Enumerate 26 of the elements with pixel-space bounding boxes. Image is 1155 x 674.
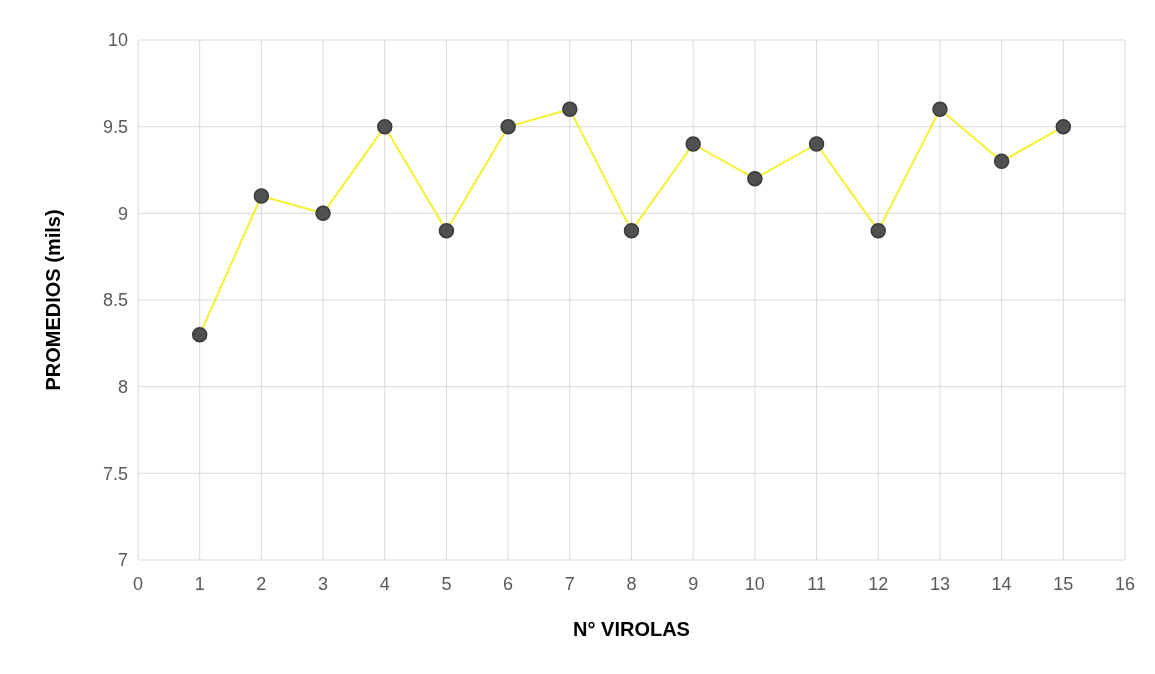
- y-tick-label: 7: [117, 550, 128, 571]
- x-tick-label: 1: [194, 574, 205, 594]
- x-tick-label: 10: [744, 574, 765, 594]
- x-axis-title: N° VIROLAS: [573, 618, 690, 640]
- y-tick-label: 10: [107, 30, 128, 51]
- x-tick-label: 15: [1053, 574, 1074, 594]
- x-tick-label: 12: [868, 574, 889, 594]
- y-tick-label: 8: [117, 376, 128, 397]
- y-tick-label: 9.5: [102, 116, 128, 137]
- x-tick-label: 11: [807, 574, 826, 594]
- x-tick-label: 5: [441, 574, 452, 594]
- x-tick-label: 16: [1114, 574, 1136, 594]
- x-tick-label: 3: [318, 574, 329, 594]
- x-tick-label: 0: [132, 574, 144, 594]
- y-axis-title: PROMEDIOS (mils): [42, 209, 64, 391]
- y-tick-label: 8.5: [102, 290, 128, 311]
- x-tick-label: 7: [564, 574, 575, 594]
- y-tick-label: 7.5: [102, 463, 128, 484]
- x-tick-label: 2: [256, 574, 267, 594]
- x-tick-label: 9: [688, 574, 699, 594]
- x-tick-label: 13: [929, 574, 950, 594]
- x-tick-label: 14: [991, 574, 1012, 594]
- x-tick-label: 6: [503, 574, 514, 594]
- x-tick-label: 4: [379, 574, 390, 594]
- x-tick-label: 8: [626, 574, 637, 594]
- y-tick-label: 9: [117, 203, 128, 224]
